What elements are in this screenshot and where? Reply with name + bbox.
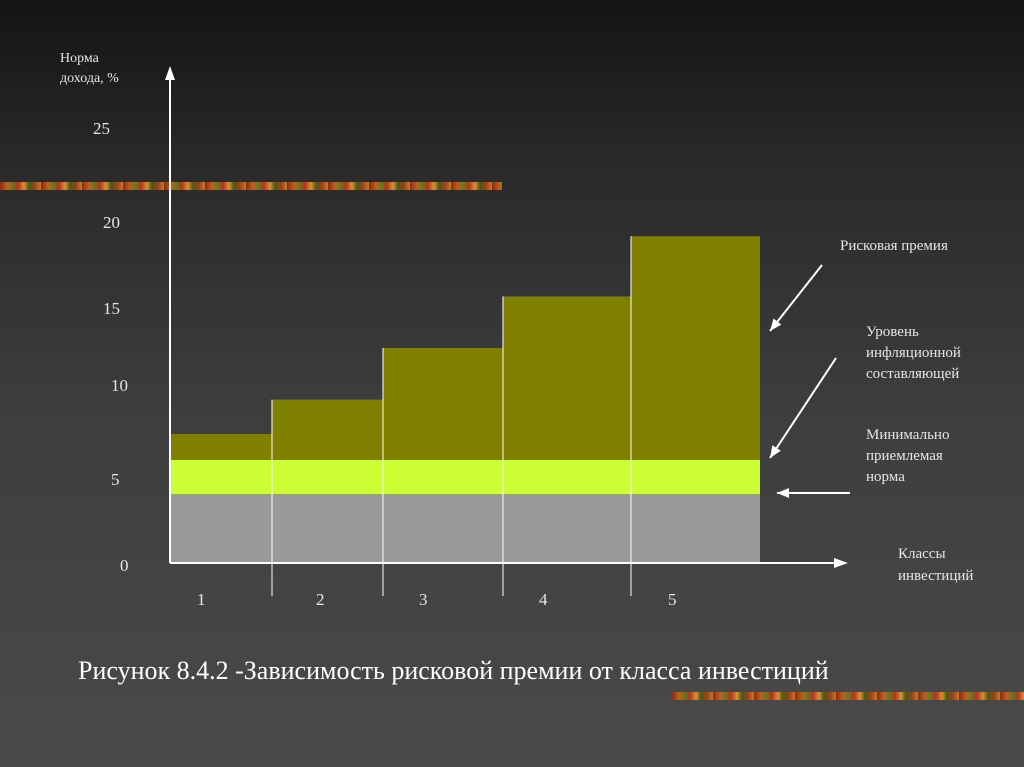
bar-2-segment-3 (272, 399, 383, 460)
x-axis-arrow (834, 558, 848, 568)
y-axis-label-line-2: дохода, % (60, 71, 119, 86)
x-tick-3: 3 (419, 590, 428, 609)
arrow-minimum-head (777, 488, 789, 498)
annotation-3-line-1: Минимально (866, 427, 949, 443)
bar-2-segment-2 (272, 459, 383, 495)
bar-4-segment-3 (503, 296, 631, 460)
x-axis-label-line-2: инвестиций (898, 568, 973, 584)
annotation-1-line-1: Рисковая премия (840, 238, 948, 254)
bar-5-segment-1 (631, 494, 760, 563)
annotation-2-line-1: Уровень (866, 324, 919, 340)
annotation-2-line-2: инфляционной (866, 345, 961, 361)
x-axis-label-line-1: Классы (898, 546, 946, 562)
y-tick-0: 0 (120, 556, 129, 575)
bar-5-segment-3 (631, 236, 760, 460)
bar-1-segment-3 (170, 434, 272, 460)
y-tick-15: 15 (103, 299, 120, 318)
x-tick-5: 5 (668, 590, 677, 609)
bar-1-segment-1 (170, 494, 272, 563)
bar-3-segment-1 (383, 494, 503, 563)
x-tick-2: 2 (316, 590, 325, 609)
bar-5-segment-2 (631, 459, 760, 495)
arrow-risk-premium-line (769, 264, 823, 332)
decorative-stripe-top (0, 182, 502, 190)
decorative-stripe-bottom (672, 692, 1024, 700)
bar-2-segment-1 (272, 494, 383, 563)
y-axis-label-line-1: Норма (60, 51, 100, 66)
arrow-risk-premium-head (770, 318, 782, 331)
annotation-2-line-3: составляющей (866, 366, 959, 382)
y-tick-10: 10 (111, 376, 128, 395)
bar-4-segment-1 (503, 494, 631, 563)
annotation-3-line-3: норма (866, 469, 905, 485)
y-axis-arrow (165, 66, 175, 80)
figure-caption: Рисунок 8.4.2 -Зависимость рисковой прем… (78, 656, 829, 685)
y-tick-20: 20 (103, 213, 120, 232)
bar-3-segment-3 (383, 348, 503, 460)
bar-3-segment-2 (383, 459, 503, 495)
arrow-inflation-line (769, 357, 837, 459)
bar-1-segment-2 (170, 459, 272, 495)
arrow-inflation-head (770, 445, 781, 458)
annotation-3-line-2: приемлемая (866, 448, 943, 464)
x-tick-1: 1 (197, 590, 206, 609)
bar-4-segment-2 (503, 459, 631, 495)
y-tick-25: 25 (93, 119, 110, 138)
x-tick-4: 4 (539, 590, 548, 609)
y-tick-5: 5 (111, 470, 120, 489)
